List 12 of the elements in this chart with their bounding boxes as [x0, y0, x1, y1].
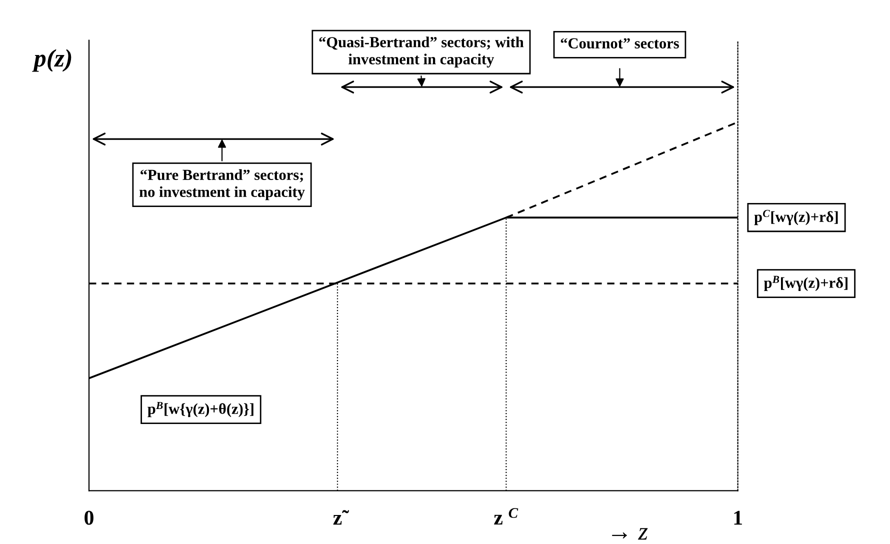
- annotation: “Pure Bertrand” sectors; no investment in capacity: [139, 169, 305, 200]
- annotation: p$^{B}$[w{γ(z)+θ(z)}]: [148, 402, 254, 418]
- x-axis-title: → z: [612, 528, 648, 540]
- x-tick-label: 1: [734, 510, 742, 525]
- x-tick-label: z̃: [333, 510, 350, 525]
- text: p$^{B}$[wγ(z)+rδ]: [764, 276, 848, 292]
- text: “Cournot” sectors: [560, 38, 679, 49]
- text: p$^{C}$[wγ(z)+rδ]: [754, 210, 838, 226]
- x-tick-label: z $^{C}$: [494, 508, 518, 524]
- x-tick-label: 0: [84, 510, 94, 525]
- y-axis-title: p(z): [32, 49, 72, 72]
- text: “Quasi-Bertrand” sectors; with investment in capacity: [319, 36, 524, 68]
